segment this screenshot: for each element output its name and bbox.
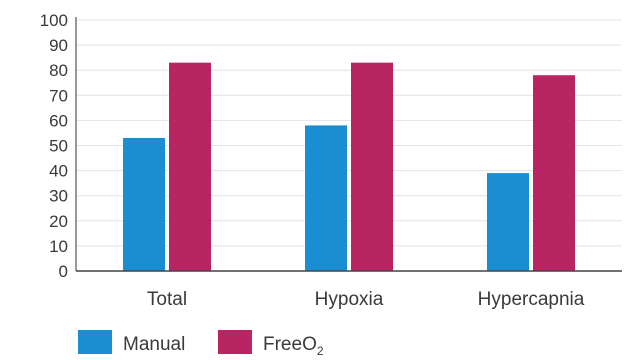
x-category-label-hypercapnia: Hypercapnia bbox=[478, 289, 585, 310]
grid-lines bbox=[76, 19, 622, 247]
y-tick-label-80: 80 bbox=[49, 61, 68, 80]
y-tick-label-90: 90 bbox=[49, 36, 68, 55]
y-tick-label-20: 20 bbox=[49, 212, 68, 231]
x-category-label-hypoxia: Hypoxia bbox=[315, 289, 384, 310]
y-tick-label-100: 100 bbox=[40, 11, 68, 30]
y-tick-label-0: 0 bbox=[59, 262, 68, 281]
bar-manual-total bbox=[123, 137, 165, 271]
legend-label-freeo2: FreeO2 bbox=[263, 334, 324, 358]
bar-freeo2-hypercapnia bbox=[533, 75, 575, 271]
y-tick-label-30: 30 bbox=[49, 187, 68, 206]
bar-manual-hypercapnia bbox=[487, 173, 529, 271]
legend-label-manual: Manual bbox=[123, 334, 185, 355]
bars bbox=[123, 62, 575, 271]
bar-manual-hypoxia bbox=[305, 125, 347, 271]
y-tick-label-50: 50 bbox=[49, 137, 68, 156]
x-axis-labels: Total Hypoxia Hypercapnia bbox=[147, 289, 585, 310]
legend: Manual FreeO2 bbox=[78, 330, 324, 358]
y-tick-label-60: 60 bbox=[49, 111, 68, 130]
legend-swatch-manual bbox=[78, 330, 112, 354]
y-tick-label-40: 40 bbox=[49, 162, 68, 181]
axes bbox=[75, 17, 622, 272]
bar-freeo2-hypoxia bbox=[351, 62, 393, 271]
y-axis-ticks: 0 10 20 30 40 50 60 70 80 90 100 bbox=[40, 11, 68, 281]
bar-freeo2-total bbox=[169, 62, 211, 271]
legend-swatch-freeo2 bbox=[218, 330, 252, 354]
y-tick-label-10: 10 bbox=[49, 237, 68, 256]
y-tick-label-70: 70 bbox=[49, 86, 68, 105]
x-category-label-total: Total bbox=[147, 289, 187, 310]
